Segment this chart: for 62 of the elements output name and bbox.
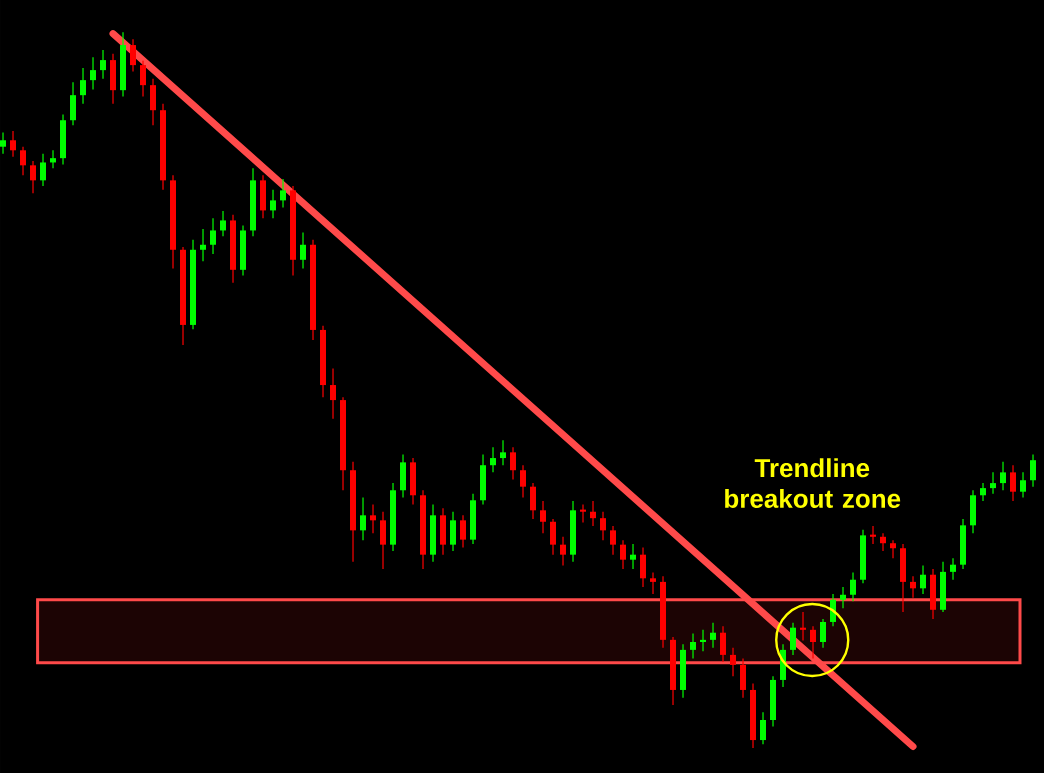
candlestick — [200, 228, 207, 262]
candlestick — [610, 525, 617, 556]
candlestick — [690, 632, 697, 660]
candlestick — [850, 571, 857, 602]
candlestick — [510, 446, 517, 481]
candlestick — [280, 178, 287, 209]
candlestick — [80, 67, 87, 105]
candlestick — [0, 131, 7, 155]
candlestick — [540, 500, 547, 534]
candlestick — [760, 711, 767, 745]
candlestick — [580, 503, 587, 524]
candlestick — [1020, 471, 1027, 499]
candlestick — [270, 189, 277, 219]
annotation: Trendline breakout zone — [725, 458, 901, 508]
candlestick — [640, 546, 647, 588]
candlestick — [600, 511, 607, 541]
candlestick — [370, 503, 377, 534]
candlestick — [800, 611, 807, 642]
candlestick — [50, 149, 57, 169]
candlestick — [550, 518, 557, 556]
candlestick — [700, 629, 707, 652]
candlestick — [710, 622, 717, 649]
candlestick — [730, 647, 737, 677]
candlestick — [20, 146, 27, 176]
candlestick — [1000, 461, 1007, 491]
candlestick — [890, 539, 897, 559]
candlestick — [880, 532, 887, 552]
candlestick — [920, 564, 927, 595]
candlestick — [300, 232, 307, 269]
candlestick — [530, 482, 537, 520]
candlestick — [820, 618, 827, 649]
candlestick — [650, 571, 657, 595]
candlestick — [220, 210, 227, 237]
candlestick — [1030, 453, 1037, 488]
candlestick — [910, 575, 917, 599]
candlestick — [870, 525, 877, 545]
candlestick — [360, 496, 367, 541]
candlestick — [90, 56, 97, 91]
candlestick — [990, 471, 997, 495]
candlestick — [810, 625, 817, 660]
candlestick — [520, 464, 527, 499]
candlestick — [720, 625, 727, 663]
candlestick — [560, 536, 567, 567]
candlestick — [330, 367, 337, 420]
candlestick — [460, 514, 467, 549]
candlestick — [30, 160, 37, 194]
candlestick — [210, 217, 217, 255]
candlestick — [130, 38, 137, 73]
candlestick — [790, 622, 797, 656]
candlestick — [950, 557, 957, 581]
candlestick — [500, 439, 507, 466]
candlestick — [630, 543, 637, 570]
candlestick — [590, 500, 597, 527]
candlestick — [100, 49, 107, 80]
candlestick — [40, 153, 47, 187]
candlestick — [10, 130, 17, 158]
candlestick — [490, 446, 497, 473]
candlestick — [980, 482, 987, 502]
candlestick — [840, 586, 847, 609]
candlestick — [620, 539, 627, 570]
candlestick — [140, 60, 147, 98]
candlestick — [1010, 464, 1017, 502]
